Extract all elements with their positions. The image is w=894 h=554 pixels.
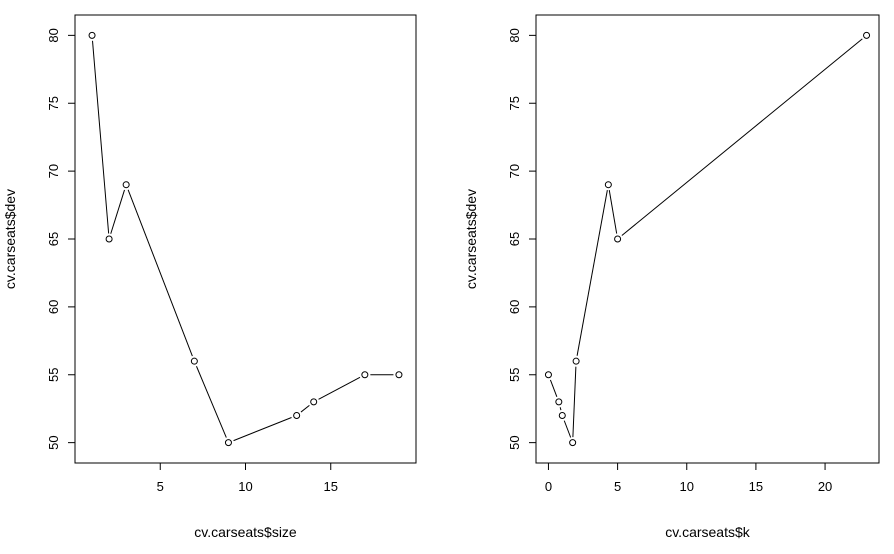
x-tick-label: 10 [238,479,252,494]
y-tick-label: 50 [507,435,522,449]
series-line-segment [576,190,608,356]
y-tick-label: 65 [507,232,522,246]
y-tick-label: 50 [46,435,61,449]
data-point [558,411,566,419]
data-point [361,371,369,379]
series-line-segment [300,404,310,413]
series-line-segment [572,366,577,438]
data-point [122,181,130,189]
y-tick-label: 75 [46,96,61,110]
x-tick-label: 15 [749,479,763,494]
x-tick-label: 5 [614,479,621,494]
x-tick-label: 15 [324,479,338,494]
data-point [88,31,96,39]
data-point [224,439,232,447]
series-line-segment [196,366,227,438]
y-tick-label: 55 [46,368,61,382]
x-tick-label: 20 [818,479,832,494]
series-line-segment [608,190,618,234]
x-tick-label: 0 [545,479,552,494]
data-point [572,357,580,365]
data-point [544,371,552,379]
series-line-segment [110,189,125,234]
series-line-segment [559,407,562,411]
data-point [863,31,871,39]
series-line-segment [549,379,558,397]
data-point [555,398,563,406]
y-tick-label: 60 [507,300,522,314]
y-tick-label: 60 [46,300,61,314]
data-point [293,411,301,419]
series-line-segment [92,40,110,234]
x-tick-label: 5 [157,479,164,494]
left-panel-size-vs-dev: 5 10 15 50 55 60 65 70 75 80 cv.carseats$size cv.ca… [2,14,417,540]
plot-frame [535,14,880,464]
y-axis-label: cv.carseats$dev [2,189,18,289]
series-line-segment [563,420,572,438]
series-line-segment [621,38,863,236]
data-point [395,371,403,379]
data-point [614,235,622,243]
plot-frame [74,14,417,464]
y-tick-label: 65 [46,232,61,246]
y-tick-label: 70 [46,164,61,178]
y-tick-label: 80 [46,28,61,42]
right-panel-k-vs-dev: 0 5 10 15 20 50 55 60 65 70 75 80 cv.carseats$k cv.ca… [463,14,880,540]
y-tick-label: 70 [507,164,522,178]
x-axis-label: cv.carseats$size [194,524,297,540]
series-line-segment [233,417,292,442]
y-axis-label: cv.carseats$dev [463,189,479,289]
data-point [190,357,198,365]
data-point [569,439,577,447]
y-tick-label: 55 [507,368,522,382]
data-point [310,398,318,406]
series-line-segment [127,189,193,357]
y-tick-label: 75 [507,96,522,110]
y-tick-label: 80 [507,28,522,42]
x-tick-label: 10 [680,479,694,494]
data-point [604,181,612,189]
x-axis-label: cv.carseats$k [665,524,751,540]
data-point [105,235,113,243]
series-line-segment [318,376,361,400]
